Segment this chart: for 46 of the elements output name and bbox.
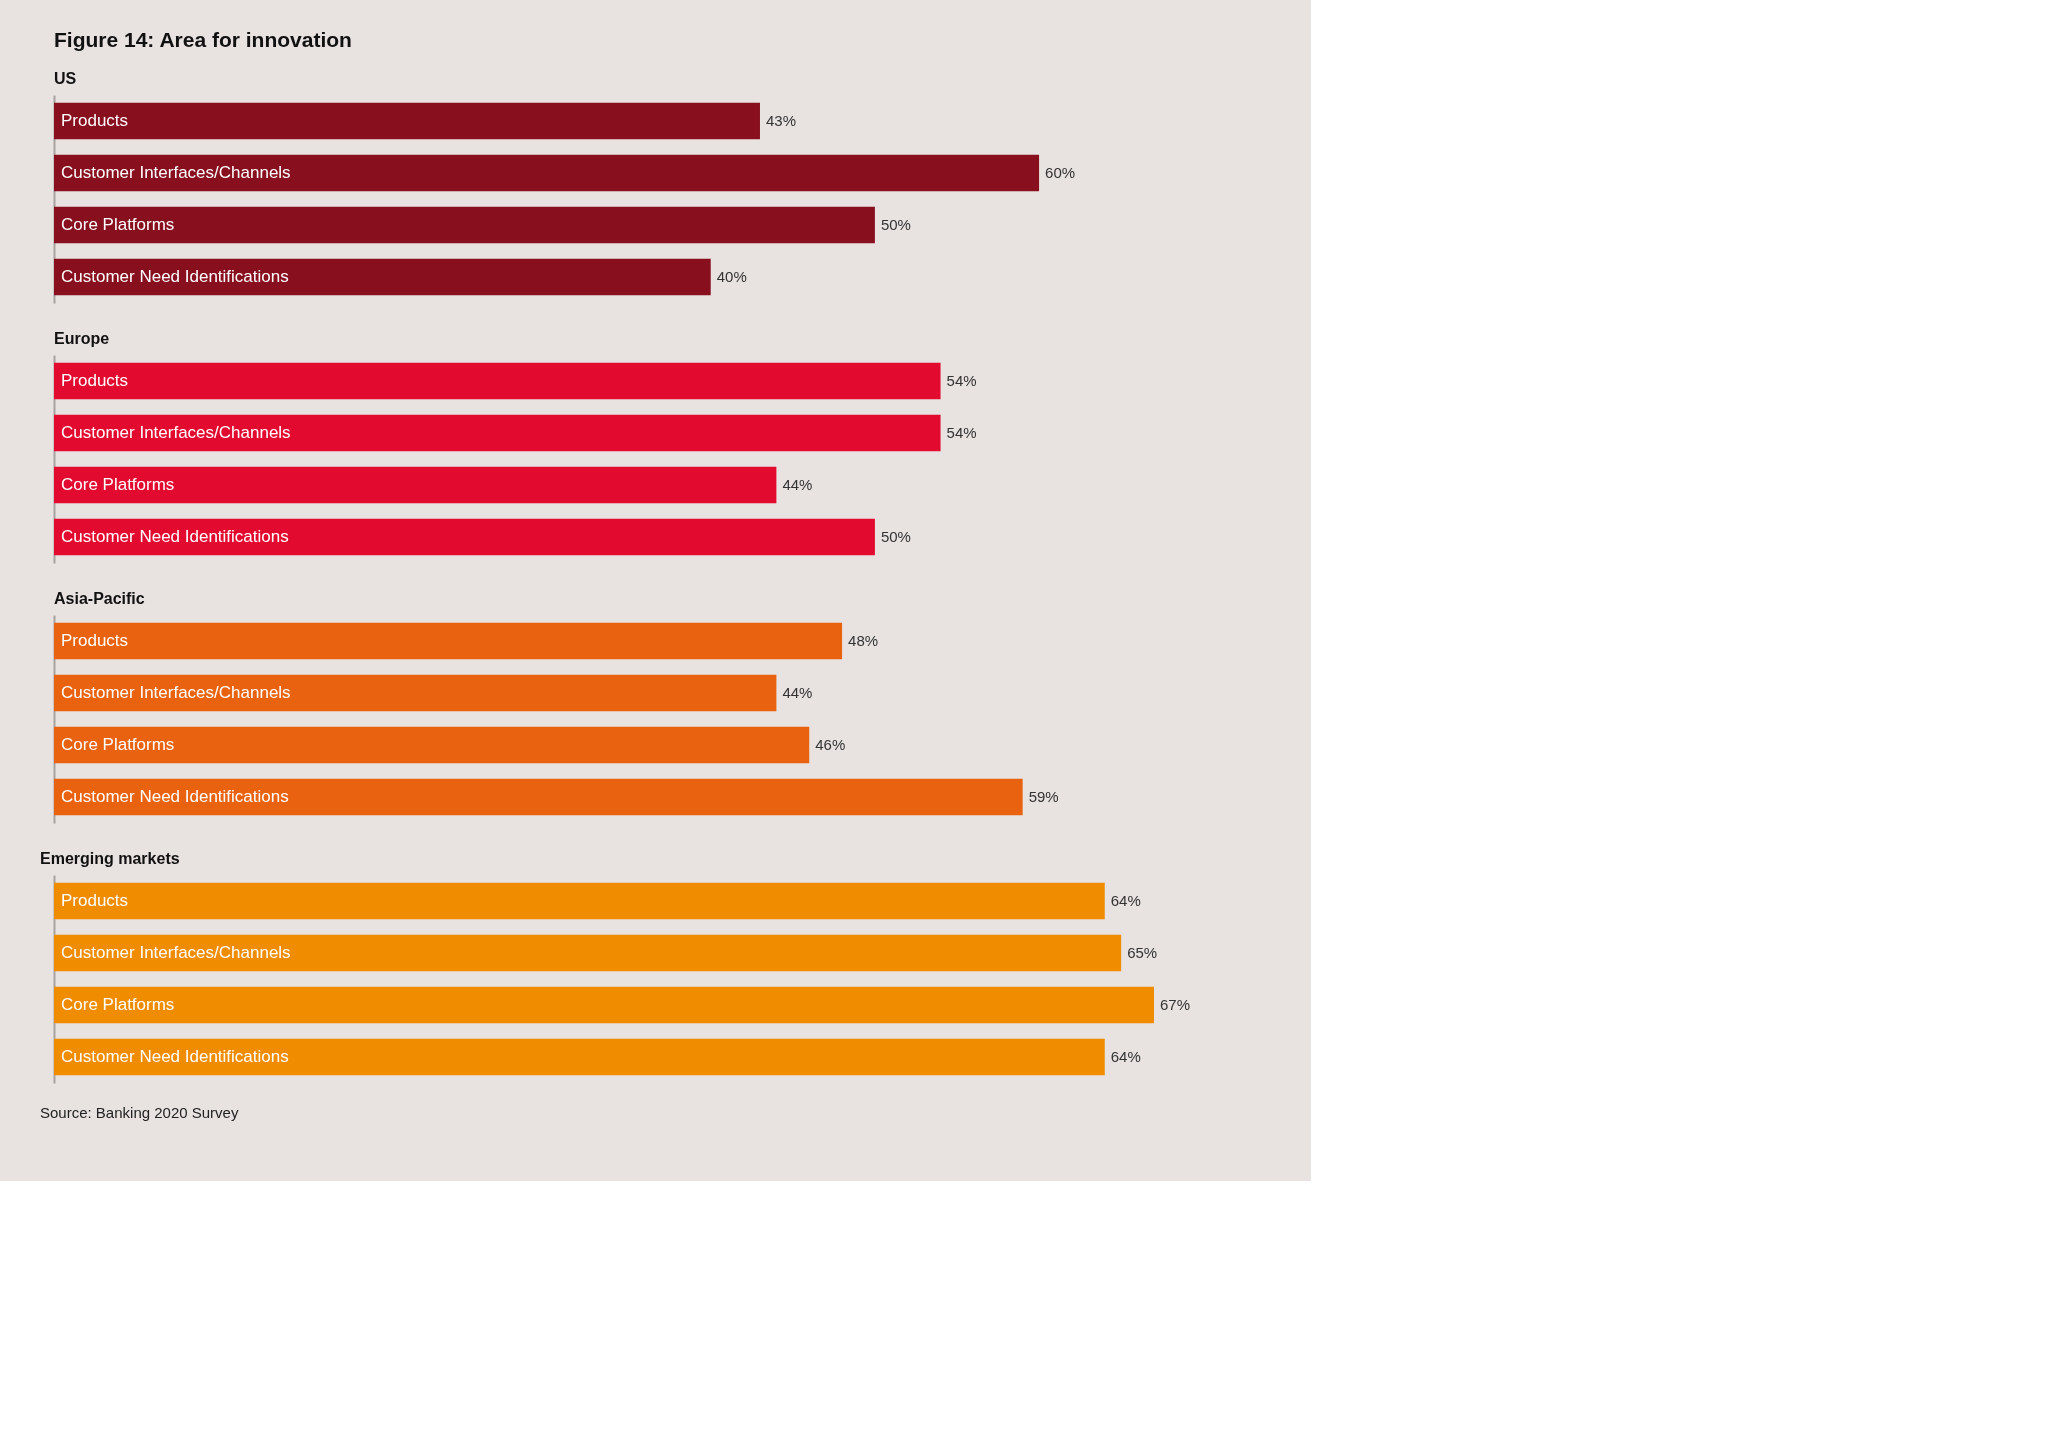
data-label: 40% xyxy=(716,268,747,285)
y-tick-label: Products xyxy=(61,891,129,910)
data-label: 54% xyxy=(946,372,977,389)
y-tick-label: Customer Interfaces/Channels xyxy=(61,163,291,182)
data-label: 46% xyxy=(815,736,846,753)
bar xyxy=(54,674,777,712)
data-label: 50% xyxy=(880,528,911,545)
bar xyxy=(54,726,810,764)
data-label: 50% xyxy=(880,216,911,233)
y-tick-label: Customer Need Identifications xyxy=(61,787,289,806)
y-tick-label: Core Platforms xyxy=(61,735,175,754)
data-label: 48% xyxy=(848,632,879,649)
data-label: 54% xyxy=(946,424,977,441)
chart-title: Asia-Pacific xyxy=(54,590,145,607)
y-tick-label: Core Platforms xyxy=(61,215,175,234)
chart-title: Figure 14: Area for innovation xyxy=(54,28,352,51)
bar xyxy=(54,102,760,140)
y-tick-label: Customer Need Identifications xyxy=(61,527,289,546)
data-label: 65% xyxy=(1127,944,1158,961)
chart-title: Europe xyxy=(54,330,110,347)
bar xyxy=(54,622,843,660)
bar xyxy=(54,778,1023,816)
y-tick-label: Products xyxy=(61,631,129,650)
y-tick-label: Products xyxy=(61,371,129,390)
data-label: 43% xyxy=(765,112,796,129)
data-label: 44% xyxy=(782,476,813,493)
data-label: 44% xyxy=(782,684,813,701)
source-note: Source: Banking 2020 Survey xyxy=(40,1104,239,1121)
chart-subtitle: US xyxy=(54,70,77,87)
bar xyxy=(54,258,711,296)
bar xyxy=(54,154,1040,192)
y-tick-label: Customer Interfaces/Channels xyxy=(61,423,291,442)
y-tick-label: Core Platforms xyxy=(61,995,175,1014)
data-label: 59% xyxy=(1028,788,1059,805)
chart-title: Emerging markets xyxy=(40,850,180,867)
y-tick-label: Products xyxy=(61,111,129,130)
y-tick-label: Customer Need Identifications xyxy=(61,1047,289,1066)
y-tick-label: Customer Interfaces/Channels xyxy=(61,943,291,962)
bar xyxy=(54,206,875,244)
data-label: 64% xyxy=(1110,892,1141,909)
data-label: 67% xyxy=(1160,996,1191,1013)
y-tick-label: Customer Interfaces/Channels xyxy=(61,683,291,702)
y-tick-label: Customer Need Identifications xyxy=(61,267,289,286)
y-tick-label: Core Platforms xyxy=(61,475,175,494)
data-label: 60% xyxy=(1045,164,1076,181)
data-label: 64% xyxy=(1110,1048,1141,1065)
